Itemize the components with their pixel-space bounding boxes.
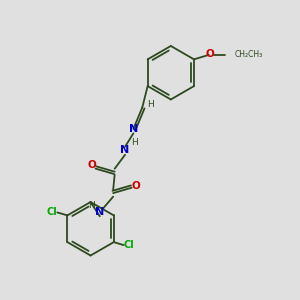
Text: O: O bbox=[206, 49, 215, 59]
Text: Cl: Cl bbox=[46, 207, 57, 218]
Text: N: N bbox=[95, 207, 104, 218]
Text: N: N bbox=[120, 145, 130, 155]
Text: H: H bbox=[131, 138, 138, 147]
Text: N: N bbox=[129, 124, 138, 134]
Text: O: O bbox=[131, 181, 140, 191]
Text: O: O bbox=[88, 160, 96, 170]
Text: H: H bbox=[88, 201, 95, 210]
Text: H: H bbox=[147, 100, 154, 109]
Text: Cl: Cl bbox=[124, 240, 135, 250]
Text: CH₂CH₃: CH₂CH₃ bbox=[235, 50, 263, 59]
